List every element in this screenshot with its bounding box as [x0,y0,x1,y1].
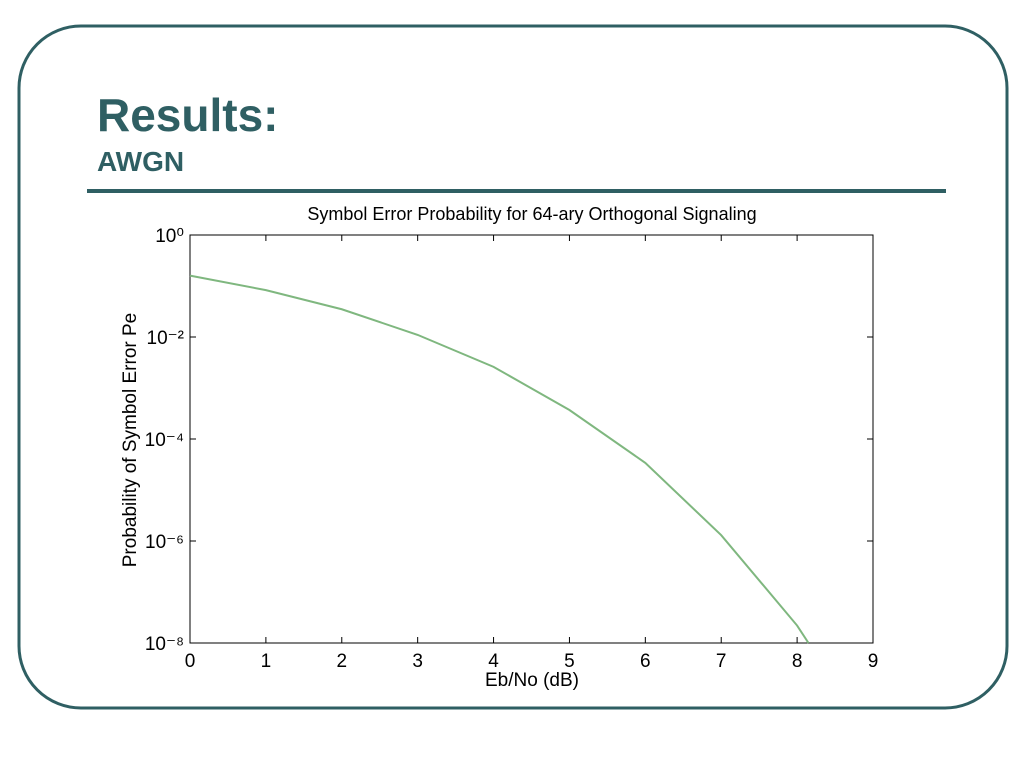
x-tick-label: 2 [336,651,347,672]
y-tick-label: 10⁻⁶ [145,532,184,553]
y-tick-label: 10⁻⁴ [145,430,184,451]
y-tick-label: 10⁻² [147,328,185,349]
x-tick-label: 4 [488,651,499,672]
x-tick-label: 7 [716,651,727,672]
x-axis-label: Eb/No (dB) [485,670,579,691]
y-tick-label: 10⁻⁸ [145,634,184,655]
data-line [189,274,810,644]
y-tick-label: 10⁰ [155,226,184,247]
x-tick-label: 6 [640,651,651,672]
slide-title: Results: [97,89,278,141]
x-tick-label: 3 [412,651,423,672]
chart-title: Symbol Error Probability for 64-ary Orth… [307,204,756,224]
y-axis-label: Probability of Symbol Error Pe [120,313,141,568]
x-tick-label: 9 [868,651,879,672]
x-tick-label: 1 [261,651,272,672]
slide-frame [17,24,1009,710]
x-tick-label: 8 [792,651,803,672]
slide-subtitle: AWGN [97,146,184,177]
x-tick-label: 5 [564,651,575,672]
x-tick-label: 0 [185,651,196,672]
